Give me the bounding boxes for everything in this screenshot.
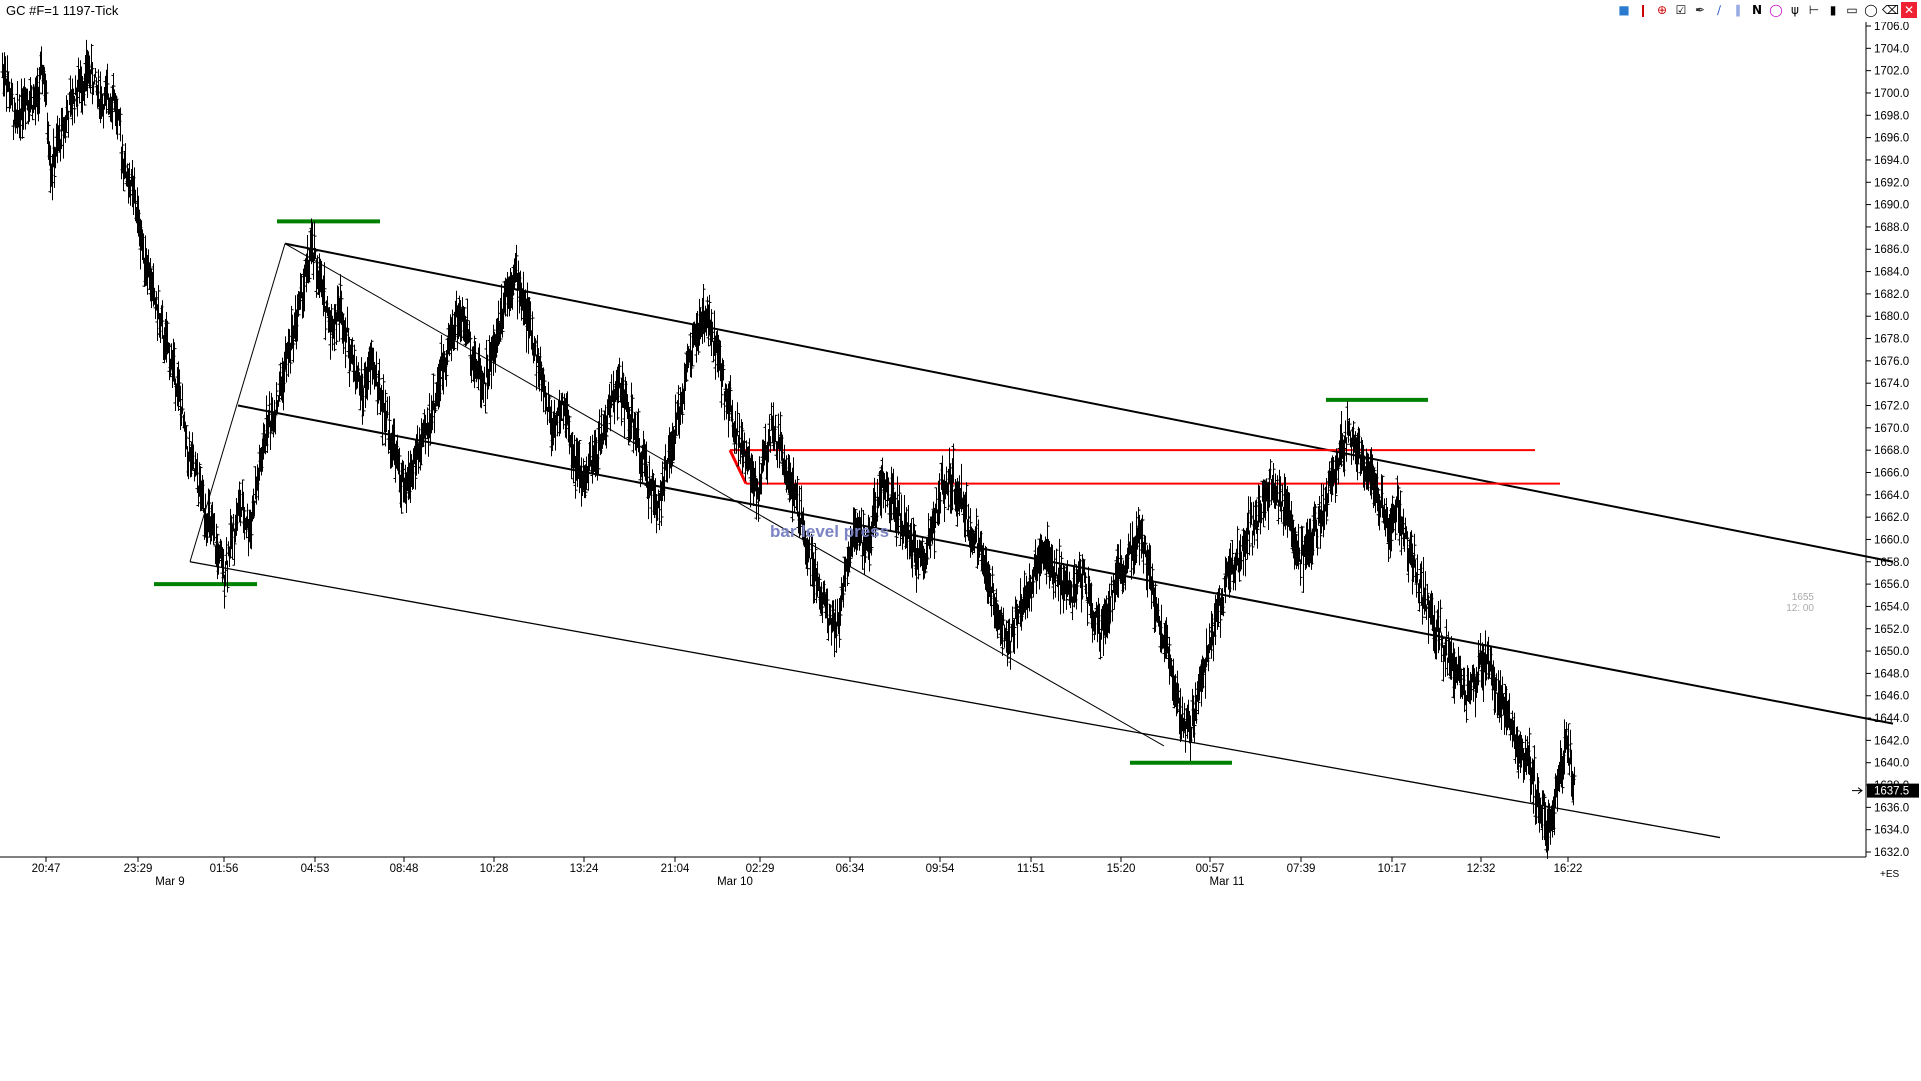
- fork-icon[interactable]: ψ: [1791, 3, 1799, 17]
- y-tick-label: 1662.0: [1874, 512, 1909, 524]
- y-tick-label: 1680.0: [1874, 311, 1909, 323]
- x-tick-label: 01:56: [210, 863, 239, 875]
- parallel-lines-icon[interactable]: ∥: [1735, 3, 1741, 17]
- y-tick-label: 1698.0: [1874, 110, 1909, 122]
- y-tick-label: 1642.0: [1874, 735, 1909, 747]
- price-chart[interactable]: 1706.0 1704.0 1702.0 1700.0 1698.0 1696.0 1694…: [0, 22, 1921, 1081]
- x-tick-label: 06:34: [836, 863, 865, 875]
- date-label: Mar 11: [1210, 876, 1245, 888]
- x-tick-label: 11:51: [1017, 863, 1045, 875]
- price-bars: [0, 39, 1577, 859]
- x-tick-label: 13:24: [570, 863, 599, 875]
- annotation-layer: bar level press: [770, 522, 889, 541]
- y-tick-label: 1688.0: [1874, 222, 1909, 234]
- circle-icon[interactable]: ◯: [1769, 3, 1783, 17]
- y-tick-label: 1658.0: [1874, 557, 1909, 569]
- pencil-line-icon[interactable]: ✒: [1694, 3, 1706, 17]
- crosshair-icon[interactable]: ⊕: [1656, 3, 1668, 17]
- press-level-connector: [728, 449, 748, 485]
- y-tick-label: 1652.0: [1874, 624, 1909, 636]
- lower-channel-line: [189, 561, 1721, 839]
- text-n-icon[interactable]: N: [1751, 3, 1763, 17]
- chart-titlebar: GC #F=1 1197-Tick ■ ❙ ⊕ ☑ ✒ ∕ ∥ N ◯ ψ ⊢ …: [0, 0, 1921, 23]
- x-tick-label: 23:29: [124, 863, 153, 875]
- pin-icon[interactable]: ◯: [1864, 3, 1878, 17]
- chart-title: GC #F=1 1197-Tick: [6, 3, 119, 18]
- y-tick-label: 1672.0: [1874, 401, 1909, 413]
- x-tick-label: 04:53: [301, 863, 330, 875]
- time-axis: 20:47 23:29 01:56 04:53 08:48 10:28 13:24 21:04…: [0, 856, 1866, 888]
- y-tick-label: 1646.0: [1874, 691, 1909, 703]
- checklist-icon[interactable]: ☑: [1675, 3, 1687, 17]
- y-tick-label: 1704.0: [1874, 43, 1909, 55]
- y-tick-label: 1632.0: [1874, 847, 1909, 859]
- bar-level-press-annotation: bar level press: [770, 522, 889, 541]
- x-tick-label: 07:39: [1287, 863, 1316, 875]
- cube-icon[interactable]: ■: [1618, 3, 1630, 17]
- y-tick-label: 1690.0: [1874, 200, 1909, 212]
- candles-icon[interactable]: ❙: [1637, 3, 1649, 17]
- y-tick-label: 1640.0: [1874, 758, 1909, 770]
- x-tick-label: 20:47: [32, 863, 61, 875]
- y-tick-label: 1674.0: [1874, 378, 1909, 390]
- x-tick-label: 15:20: [1107, 863, 1136, 875]
- y-tick-label: 1664.0: [1874, 490, 1909, 502]
- y-tick-label: 1656.0: [1874, 579, 1909, 591]
- price-axis: 1706.0 1704.0 1702.0 1700.0 1698.0 1696.0 1694…: [1786, 22, 1919, 880]
- x-tick-label: 21:04: [661, 863, 690, 875]
- corner-label: +ES: [1880, 869, 1900, 880]
- x-tick-label: 12:32: [1467, 863, 1496, 875]
- x-tick-label: 02:29: [746, 863, 775, 875]
- y-tick-label: 1700.0: [1874, 88, 1909, 100]
- date-label: Mar 9: [155, 876, 184, 888]
- fall-swing-line: [284, 243, 1165, 747]
- y-tick-label: 1644.0: [1874, 713, 1909, 725]
- y-tick-label: 1696.0: [1874, 133, 1909, 145]
- middle-channel-line: [237, 404, 1894, 725]
- y-tick-label: 1694.0: [1874, 155, 1909, 167]
- pitchfork-icon[interactable]: ⊢: [1808, 3, 1820, 17]
- trash-icon[interactable]: ⌫: [1882, 3, 1899, 17]
- y-tick-label: 1676.0: [1874, 356, 1909, 368]
- drawing-toolbar: ■ ❙ ⊕ ☑ ✒ ∕ ∥ N ◯ ψ ⊢ ▮ ▭ ◯ ⌫ ✕: [1616, 2, 1917, 20]
- y-tick-label: 1668.0: [1874, 445, 1909, 457]
- y-tick-label: 1654.0: [1874, 601, 1909, 613]
- y-tick-label: 1648.0: [1874, 668, 1909, 680]
- ghost-price-label: 1655: [1792, 592, 1815, 603]
- close-icon[interactable]: ✕: [1901, 2, 1917, 18]
- box-icon[interactable]: ▭: [1846, 3, 1858, 17]
- x-tick-label: 10:28: [480, 863, 509, 875]
- y-tick-label: 1634.0: [1874, 825, 1909, 837]
- y-tick-label: 1650.0: [1874, 646, 1909, 658]
- y-tick-label: 1692.0: [1874, 177, 1909, 189]
- ray-icon[interactable]: ∕: [1716, 3, 1722, 17]
- x-tick-label: 09:54: [926, 863, 955, 875]
- x-tick-label: 08:48: [390, 863, 419, 875]
- y-tick-label: 1686.0: [1874, 244, 1909, 256]
- bar-icon[interactable]: ▮: [1829, 3, 1837, 17]
- date-label: Mar 10: [717, 876, 753, 888]
- y-tick-label: 1706.0: [1874, 22, 1909, 33]
- y-tick-label: 1682.0: [1874, 289, 1909, 301]
- y-tick-label: 1660.0: [1874, 534, 1909, 546]
- ghost-time-label: 12: 00: [1786, 603, 1814, 614]
- upper-channel-line: [284, 242, 1894, 563]
- y-tick-label: 1666.0: [1874, 467, 1909, 479]
- x-tick-label: 10:17: [1378, 863, 1407, 875]
- x-tick-label: 00:57: [1196, 863, 1225, 875]
- last-price-label: 1637.5: [1874, 786, 1909, 798]
- y-tick-label: 1678.0: [1874, 334, 1909, 346]
- x-tick-label: 16:22: [1554, 863, 1583, 875]
- y-tick-label: 1670.0: [1874, 423, 1909, 435]
- last-price-box: [1867, 783, 1919, 798]
- y-tick-label: 1702.0: [1874, 66, 1909, 78]
- last-price-arrow: [1852, 787, 1863, 795]
- y-tick-label: 1636.0: [1874, 802, 1909, 814]
- y-tick-label: 1684.0: [1874, 267, 1909, 279]
- plot-background: [0, 22, 1921, 1081]
